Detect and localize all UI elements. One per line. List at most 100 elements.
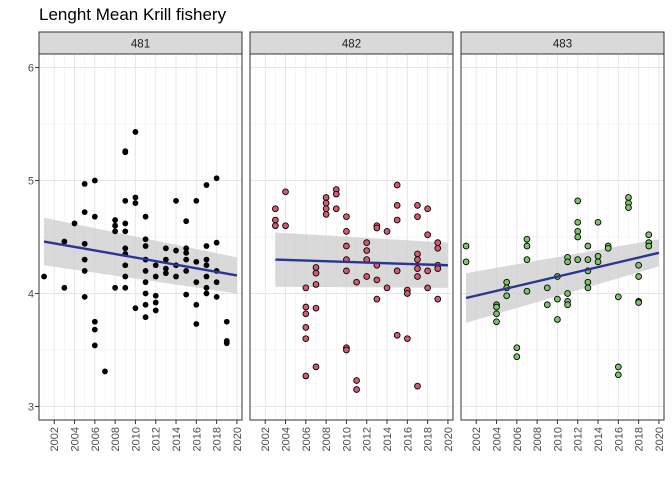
data-point <box>162 270 169 277</box>
data-point <box>183 249 190 256</box>
x-tick-label: 2014 <box>171 427 183 451</box>
x-tick-label: 2004 <box>70 427 82 451</box>
data-point <box>142 290 149 297</box>
x-tick-label: 2008 <box>532 427 544 451</box>
data-point <box>91 213 98 220</box>
data-point <box>173 197 179 204</box>
data-point <box>152 262 159 269</box>
panel-border <box>38 53 243 421</box>
data-point <box>122 245 129 252</box>
data-point <box>112 217 119 223</box>
trend-line <box>275 258 448 267</box>
trend-line <box>43 240 238 277</box>
data-point <box>302 310 310 318</box>
data-point <box>71 220 78 227</box>
data-point <box>363 247 371 254</box>
data-point <box>203 262 210 269</box>
data-point <box>523 242 531 250</box>
data-point <box>424 205 431 213</box>
data-point <box>112 284 119 291</box>
data-point <box>81 209 88 216</box>
data-point <box>142 236 149 243</box>
x-tick-label: 2018 <box>423 427 435 451</box>
data-point <box>564 258 571 266</box>
data-point <box>152 273 159 280</box>
data-point <box>584 278 592 286</box>
data-point <box>403 335 411 343</box>
data-point <box>343 346 350 354</box>
data-point <box>594 252 602 260</box>
confidence-band <box>44 217 237 294</box>
data-point <box>554 316 561 323</box>
data-point <box>142 279 149 286</box>
data-point <box>102 368 108 375</box>
data-point <box>584 256 592 263</box>
data-point <box>162 265 169 272</box>
data-point <box>322 199 330 207</box>
data-point <box>91 326 98 333</box>
data-point <box>434 244 442 252</box>
data-point <box>574 233 582 241</box>
data-point <box>312 264 320 271</box>
data-point <box>373 276 381 284</box>
data-point <box>493 303 500 311</box>
panel-border <box>249 53 454 421</box>
data-point <box>302 324 310 331</box>
data-point <box>523 256 531 263</box>
x-tick-label: 2020 <box>232 427 244 451</box>
y-tick-label: 5 <box>28 176 34 188</box>
data-point <box>625 204 632 211</box>
data-point <box>635 299 642 306</box>
data-point <box>332 190 340 198</box>
data-point <box>173 247 179 254</box>
data-point <box>213 293 220 300</box>
data-point <box>302 372 310 380</box>
data-point <box>132 305 139 312</box>
data-point <box>193 197 200 204</box>
data-point <box>594 258 602 266</box>
data-point <box>594 218 602 226</box>
data-point <box>543 284 551 292</box>
data-point <box>343 228 350 235</box>
data-point <box>574 197 582 205</box>
data-point <box>414 265 421 272</box>
data-point <box>193 321 200 327</box>
data-point <box>523 235 531 243</box>
x-tick-label: 2002 <box>260 427 272 451</box>
data-point <box>81 256 88 263</box>
data-point <box>322 205 330 213</box>
x-tick-label: 2012 <box>151 427 163 451</box>
data-point <box>203 273 210 280</box>
x-tick-label: 2012 <box>573 427 585 451</box>
data-point <box>122 228 129 235</box>
data-point <box>61 284 68 291</box>
data-point <box>645 231 653 239</box>
data-point <box>424 267 431 275</box>
data-point <box>322 194 330 201</box>
data-point <box>434 295 442 303</box>
x-tick-label: 2004 <box>281 427 293 451</box>
data-point <box>142 314 149 321</box>
facet-strip-label: 482 <box>342 39 361 51</box>
data-point <box>213 279 220 286</box>
data-point <box>112 228 119 235</box>
x-tick-label: 2006 <box>301 427 313 451</box>
x-tick-label: 2004 <box>492 427 504 451</box>
x-tick-label: 2014 <box>382 427 394 451</box>
data-point <box>383 228 391 235</box>
chart-title: Lenght Mean Krill fishery <box>39 5 227 24</box>
x-tick-label: 2020 <box>443 427 455 451</box>
data-point <box>322 211 330 218</box>
panel-483: 483 2002 2004 2006 2008 2010 2012 2014 2016 2018 2… <box>460 31 666 451</box>
panels-area: 3 4 5 6 481 2002 2004 2006 2008 2010 2012 2014 2016 2… <box>28 31 666 451</box>
data-point <box>81 240 88 247</box>
data-point <box>462 258 470 266</box>
data-point <box>343 242 350 250</box>
data-point <box>513 344 521 352</box>
data-point <box>223 318 230 325</box>
data-point <box>81 293 88 300</box>
data-point <box>554 295 561 303</box>
data-point <box>152 307 159 314</box>
data-point <box>393 267 401 275</box>
x-tick-label: 2002 <box>471 427 483 451</box>
